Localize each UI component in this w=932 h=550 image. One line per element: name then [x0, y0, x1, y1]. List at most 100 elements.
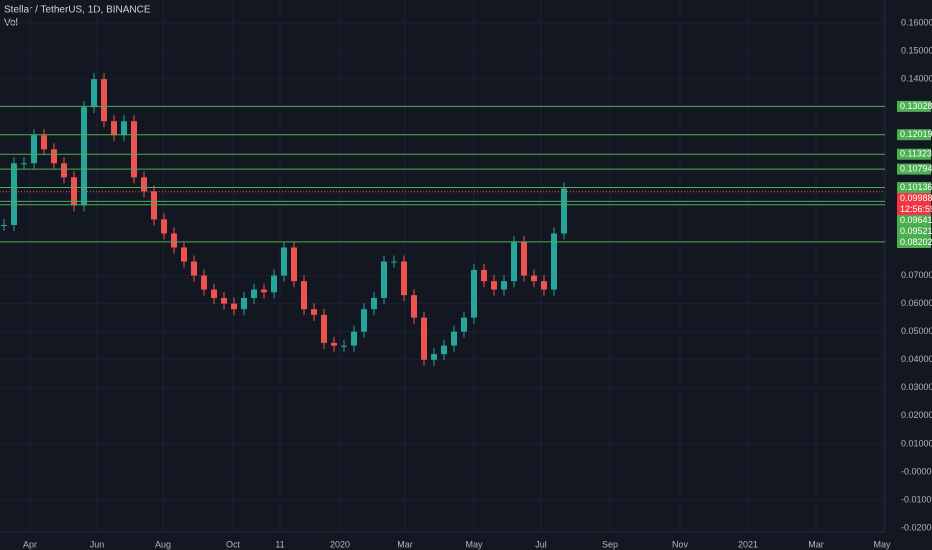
level-badge — [897, 193, 931, 205]
level-label: 0.09521 — [900, 226, 932, 236]
price-tick-label: -0.00000 — [901, 466, 932, 476]
candle — [551, 233, 557, 290]
level-label: 0.13028 — [900, 101, 932, 111]
candle — [351, 331, 357, 346]
countdown-badge — [897, 204, 931, 216]
candle — [111, 121, 117, 136]
candle — [291, 247, 297, 282]
level-label: 0.08202 — [900, 237, 932, 247]
candle — [271, 275, 277, 293]
level-badge — [897, 163, 931, 175]
time-label: Apr — [23, 539, 37, 549]
price-tick-label: 0.16000 — [901, 17, 932, 27]
symbol-title: Stellar / TetherUS, 1D, BINANCE — [4, 5, 151, 16]
candle — [331, 342, 337, 346]
candle — [561, 188, 567, 234]
countdown-label: 12:56:59 — [900, 204, 932, 214]
price-tick-label: 0.01000 — [901, 438, 932, 448]
candle — [161, 219, 167, 234]
level-badge — [897, 100, 931, 112]
candle — [241, 297, 247, 310]
level-label: 0.12019 — [900, 129, 932, 139]
candle — [51, 149, 57, 164]
candle — [321, 314, 327, 343]
candle — [441, 345, 447, 355]
level-label: 0.09988 — [900, 193, 932, 203]
time-label: 2021 — [738, 539, 758, 549]
candle — [151, 191, 157, 220]
time-label: 11 — [275, 539, 284, 549]
candle — [421, 317, 427, 360]
candle — [341, 345, 347, 347]
price-tick-label: 0.15000 — [901, 45, 932, 55]
level-label: 0.11323 — [900, 149, 932, 159]
candle — [381, 261, 387, 298]
candle — [481, 269, 487, 282]
candle — [501, 281, 507, 290]
candle — [141, 177, 147, 192]
level-label: 0.10136 — [900, 182, 932, 192]
candle — [1, 225, 7, 227]
time-label: 2020 — [330, 539, 350, 549]
price-tick-label: -0.02000 — [901, 522, 932, 532]
candle — [521, 241, 527, 276]
level-badge — [897, 237, 931, 249]
candle — [541, 281, 547, 290]
candle — [31, 135, 37, 164]
candle — [391, 261, 397, 263]
candle — [221, 297, 227, 304]
time-label: Jun — [90, 539, 105, 549]
level-label: 0.10794 — [900, 163, 932, 173]
time-label: Jul — [535, 539, 547, 549]
candle — [131, 121, 137, 178]
time-label: Nov — [672, 539, 689, 549]
candle — [121, 121, 127, 136]
time-label: Mar — [397, 539, 413, 549]
candle — [261, 289, 267, 293]
candle — [461, 317, 467, 332]
time-label: May — [873, 539, 891, 549]
candle — [201, 275, 207, 290]
price-tick-label: 0.04000 — [901, 354, 932, 364]
candle — [431, 354, 437, 360]
level-label: 0.09641 — [900, 215, 932, 225]
candle — [401, 261, 407, 296]
time-label: Oct — [226, 539, 241, 549]
time-label: Sep — [602, 539, 618, 549]
candle — [251, 289, 257, 298]
candle — [71, 177, 77, 206]
candle — [91, 79, 97, 108]
time-label: Aug — [155, 539, 171, 549]
candle — [211, 289, 217, 298]
price-tick-label: 0.06000 — [901, 298, 932, 308]
time-label: Mar — [808, 539, 824, 549]
candle — [21, 163, 27, 165]
time-label: May — [465, 539, 483, 549]
candle — [231, 303, 237, 310]
candle — [311, 309, 317, 315]
candle — [61, 163, 67, 178]
candle — [171, 233, 177, 248]
candle — [511, 241, 517, 282]
price-tick-label: 0.03000 — [901, 382, 932, 392]
price-tick-label: -0.01000 — [901, 494, 932, 504]
candle — [411, 295, 417, 318]
candle — [491, 281, 497, 290]
price-tick-label: 0.05000 — [901, 326, 932, 336]
candle — [191, 261, 197, 276]
candle — [471, 269, 477, 318]
candle — [81, 107, 87, 206]
candle — [41, 135, 47, 150]
level-badge — [897, 182, 931, 194]
level-badge — [897, 129, 931, 141]
candle — [101, 79, 107, 122]
candle — [181, 247, 187, 262]
price-tick-label: 0.14000 — [901, 74, 932, 84]
candle — [361, 309, 367, 332]
level-badge — [897, 148, 931, 160]
level-badge — [897, 226, 931, 238]
candle — [301, 281, 307, 310]
level-badge — [897, 215, 931, 227]
